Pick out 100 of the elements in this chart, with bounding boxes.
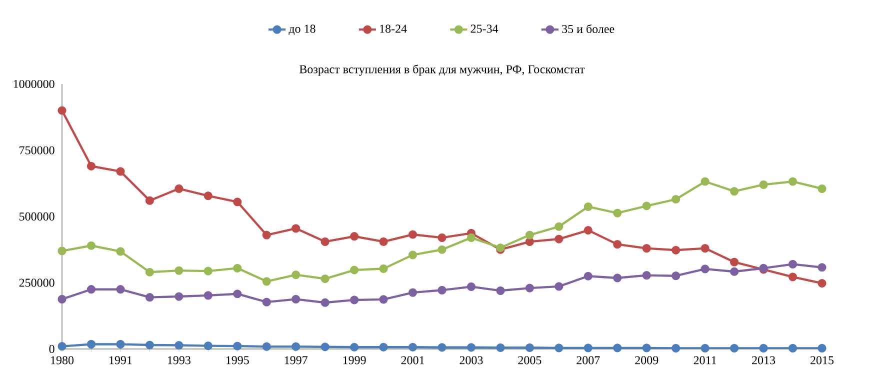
point (525, 284, 534, 292)
x-tick-label: 2015 (810, 356, 834, 364)
point (408, 342, 418, 352)
point (408, 230, 418, 239)
point (584, 226, 592, 235)
point (262, 230, 271, 240)
point (730, 187, 739, 196)
point (116, 340, 125, 349)
x-tick-label: 1980 (51, 356, 74, 364)
x-tick-label: 2013 (752, 356, 776, 364)
point (730, 267, 739, 276)
point (525, 230, 534, 240)
point (350, 232, 359, 241)
point (730, 344, 739, 352)
point (116, 167, 125, 176)
point (642, 244, 651, 253)
point (613, 274, 622, 282)
point (58, 106, 66, 115)
point (145, 293, 154, 302)
x-tick-label: 2009 (635, 356, 658, 364)
point (525, 343, 534, 352)
point (408, 250, 418, 260)
point (438, 233, 446, 242)
point (700, 244, 710, 253)
point (613, 344, 622, 352)
point (466, 282, 476, 292)
point (379, 295, 388, 304)
point (233, 198, 242, 206)
point (320, 274, 330, 284)
point (174, 292, 184, 301)
x-tick-label: 1995 (226, 356, 249, 364)
point (554, 344, 564, 352)
point (379, 237, 388, 246)
point (613, 208, 622, 218)
point (584, 344, 592, 352)
point (759, 344, 768, 352)
point (292, 224, 300, 233)
legend-label: 25-34 (470, 24, 498, 33)
point (350, 266, 359, 274)
point (584, 272, 592, 280)
x-tick-label: 2003 (460, 356, 483, 364)
point (204, 342, 212, 350)
point (818, 263, 826, 272)
point (320, 298, 330, 307)
point (700, 177, 710, 186)
point (379, 264, 388, 273)
y-tick-label: 1000000 (14, 80, 54, 88)
point (700, 264, 710, 274)
point (320, 237, 330, 246)
point (350, 296, 359, 304)
point (818, 184, 826, 193)
y-tick-label: 250000 (19, 278, 54, 287)
x-tick-label: 1991 (110, 356, 132, 364)
point (700, 344, 710, 352)
point (672, 272, 680, 280)
point (642, 202, 651, 210)
point (292, 342, 300, 351)
point (438, 286, 446, 294)
point (438, 245, 446, 254)
point (788, 272, 798, 282)
x-tick-label: 2001 (401, 356, 424, 364)
point (233, 342, 242, 350)
point (818, 278, 826, 288)
point (233, 264, 242, 272)
point (466, 233, 476, 242)
point (58, 246, 66, 256)
point (496, 343, 505, 352)
point (788, 177, 798, 186)
y-tick-label: 0 (49, 344, 54, 354)
x-tick-label: 1993 (168, 356, 190, 364)
point (350, 342, 359, 352)
point (642, 344, 651, 352)
point (145, 340, 154, 350)
point (818, 344, 826, 352)
point (408, 288, 418, 297)
point (379, 342, 388, 352)
point (788, 344, 798, 352)
chart-title: Возраст вступления в брак для мужчин, РФ, Госкомстат (300, 64, 585, 76)
x-tick-label: 2011 (694, 356, 716, 364)
point (174, 184, 184, 193)
x-tick-label: 1999 (343, 356, 366, 364)
point (145, 268, 154, 276)
point (672, 246, 680, 254)
point (86, 162, 96, 170)
legend-label: 35 и более (562, 24, 614, 34)
point (116, 247, 125, 256)
x-tick-label: 1997 (284, 356, 308, 364)
point (438, 343, 446, 352)
point (262, 277, 271, 286)
point (58, 294, 66, 304)
point (174, 340, 184, 350)
point (292, 270, 300, 280)
point (554, 282, 564, 291)
y-tick-label: 500000 (20, 212, 54, 221)
point (788, 260, 798, 268)
point (554, 222, 564, 231)
point (466, 343, 476, 352)
point (292, 294, 300, 304)
point (613, 240, 622, 249)
point (86, 241, 96, 250)
